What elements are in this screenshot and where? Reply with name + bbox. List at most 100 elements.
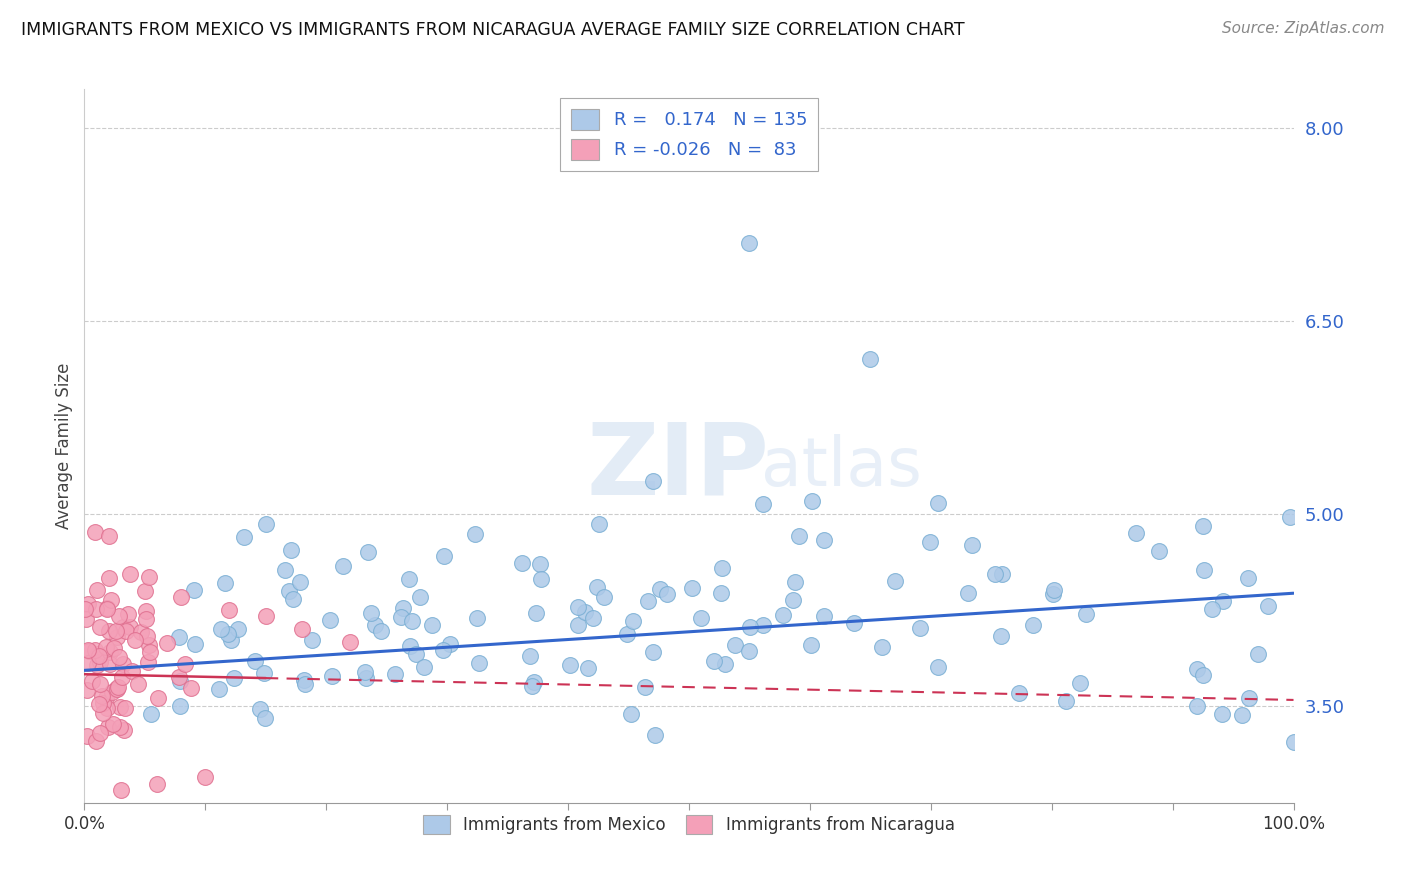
Point	[89, 726, 111, 740]
Point	[991, 567, 1014, 582]
Point	[1257, 599, 1279, 613]
Point	[138, 638, 160, 652]
Point	[89, 677, 111, 691]
Point	[520, 679, 543, 693]
Point	[910, 621, 932, 635]
Point	[112, 620, 135, 634]
Point	[128, 677, 150, 691]
Point	[184, 637, 207, 651]
Point	[86, 648, 108, 662]
Point	[576, 661, 599, 675]
Point	[703, 654, 725, 668]
Point	[519, 649, 541, 664]
Point	[146, 776, 169, 790]
Point	[218, 603, 240, 617]
Point	[108, 720, 131, 734]
Point	[77, 643, 100, 657]
Point	[294, 677, 316, 691]
Point	[207, 681, 229, 696]
Point	[1147, 544, 1170, 558]
Point	[278, 583, 301, 598]
Point	[927, 495, 949, 509]
Point	[1201, 601, 1223, 615]
Point	[1042, 587, 1064, 601]
Point	[1076, 607, 1098, 621]
Point	[621, 615, 644, 629]
Point	[567, 618, 589, 632]
Point	[249, 701, 271, 715]
Point	[115, 624, 138, 638]
Point	[1069, 676, 1091, 690]
Point	[1236, 571, 1258, 585]
Point	[1008, 686, 1031, 700]
Point	[121, 665, 143, 679]
Point	[710, 585, 733, 599]
Point	[76, 730, 98, 744]
Point	[1125, 525, 1147, 540]
Point	[96, 601, 118, 615]
Point	[138, 569, 160, 583]
Point	[920, 535, 942, 549]
Point	[644, 728, 666, 742]
Point	[592, 590, 614, 604]
Point	[641, 475, 664, 489]
Point	[98, 645, 121, 659]
Point	[468, 657, 491, 671]
Point	[111, 657, 134, 671]
Point	[1230, 707, 1253, 722]
Point	[1185, 699, 1208, 714]
Point	[292, 673, 315, 688]
Text: IMMIGRANTS FROM MEXICO VS IMMIGRANTS FROM NICARAGUA AVERAGE FAMILY SIZE CORRELAT: IMMIGRANTS FROM MEXICO VS IMMIGRANTS FRO…	[21, 21, 965, 38]
Point	[89, 620, 111, 634]
Point	[465, 610, 488, 624]
Point	[96, 601, 118, 615]
Point	[111, 670, 134, 684]
Point	[120, 566, 142, 581]
Point	[354, 665, 377, 679]
Point	[94, 640, 117, 655]
Point	[98, 529, 121, 543]
Point	[690, 611, 713, 625]
Point	[1282, 735, 1305, 749]
Point	[84, 734, 107, 748]
Point	[301, 633, 323, 648]
Point	[169, 699, 191, 714]
Point	[141, 706, 163, 721]
Point	[169, 630, 191, 644]
Point	[254, 516, 277, 531]
Point	[108, 608, 131, 623]
Point	[319, 613, 342, 627]
Point	[1054, 693, 1077, 707]
Point	[1247, 648, 1270, 662]
Point	[254, 609, 277, 624]
Point	[209, 622, 232, 636]
Point	[558, 658, 581, 673]
Point	[1022, 618, 1045, 632]
Point	[280, 543, 302, 558]
Point	[129, 625, 152, 640]
Point	[96, 701, 118, 715]
Point	[84, 643, 107, 657]
Point	[118, 620, 141, 634]
Point	[800, 494, 823, 508]
Point	[960, 538, 983, 552]
Y-axis label: Average Family Size: Average Family Size	[55, 363, 73, 529]
Point	[984, 566, 1007, 581]
Point	[288, 574, 311, 589]
Point	[98, 657, 121, 672]
Point	[616, 627, 638, 641]
Point	[135, 604, 157, 618]
Point	[1279, 509, 1302, 524]
Point	[637, 594, 659, 608]
Point	[86, 582, 108, 597]
Point	[232, 530, 254, 544]
Point	[413, 660, 436, 674]
Point	[464, 527, 486, 541]
Point	[135, 613, 157, 627]
Point	[1194, 563, 1216, 577]
Point	[800, 639, 823, 653]
Point	[724, 638, 747, 652]
Point	[82, 674, 104, 689]
Point	[634, 680, 657, 694]
Point	[97, 720, 120, 734]
